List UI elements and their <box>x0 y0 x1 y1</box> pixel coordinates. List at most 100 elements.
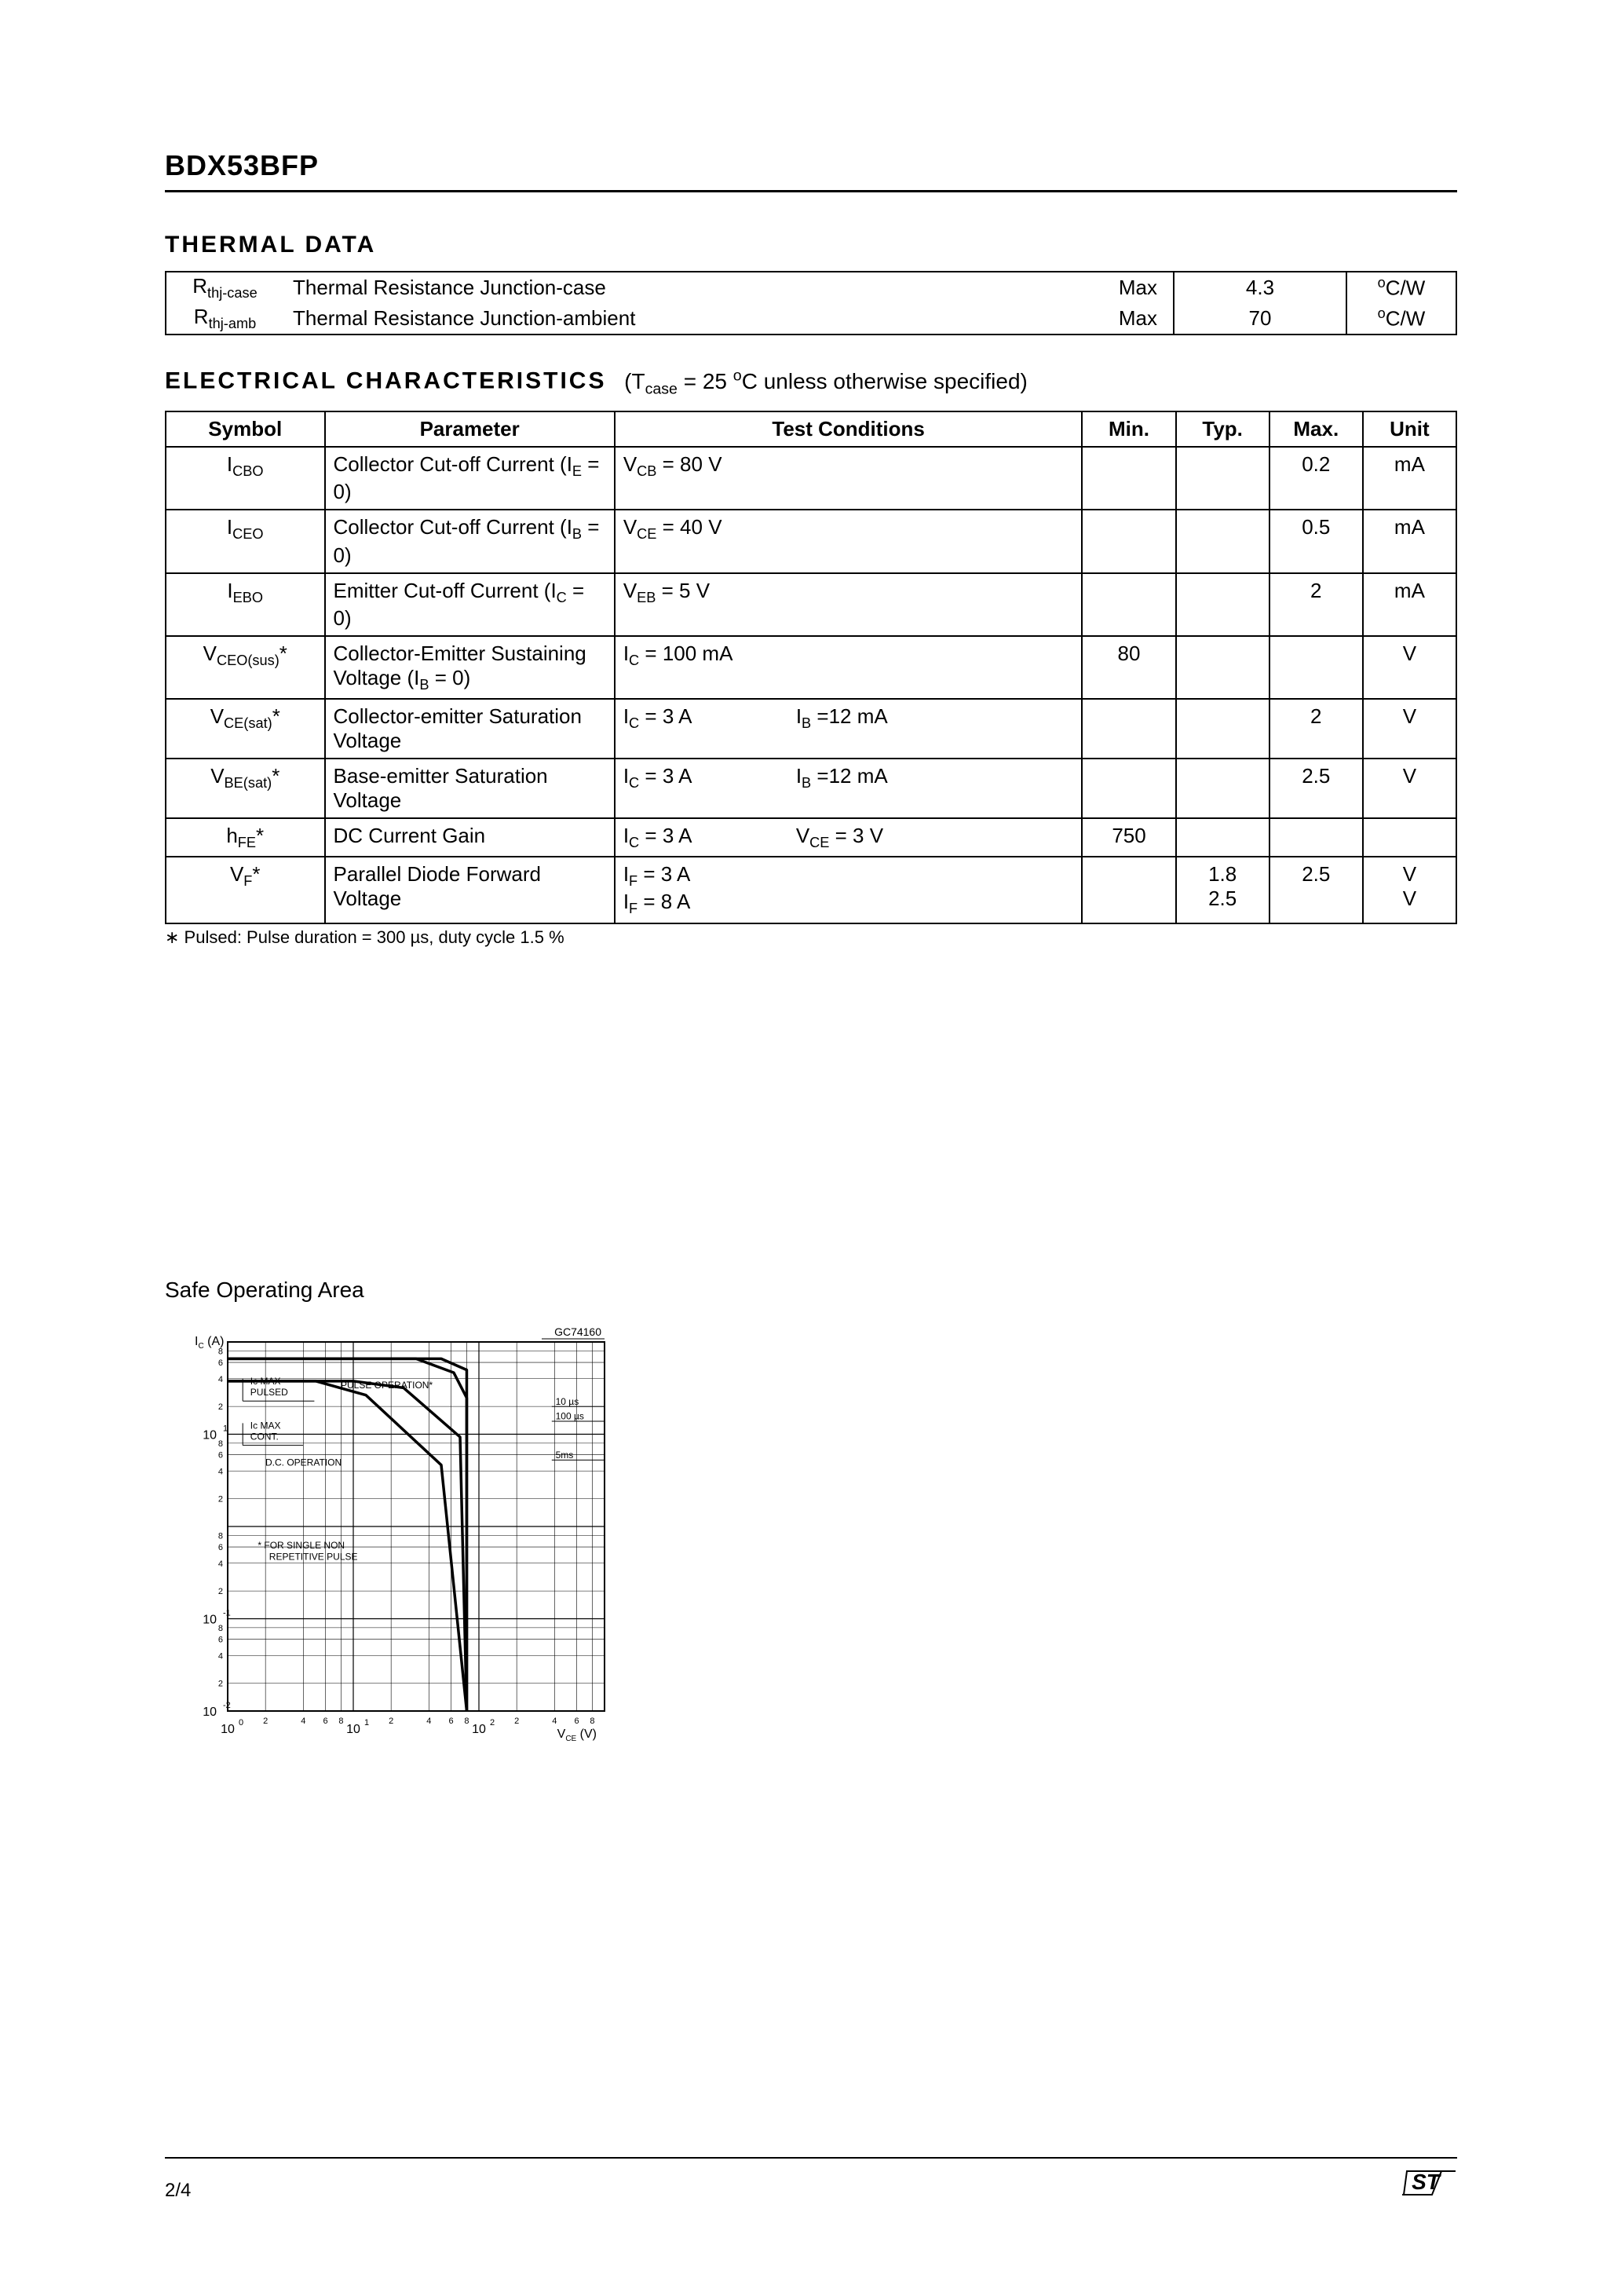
ec-symbol: VCEO(sus)* <box>166 636 325 699</box>
page-number: 2/4 <box>165 2180 191 2202</box>
ec-symbol: VF* <box>166 857 325 923</box>
svg-text:* FOR SINGLE NON: * FOR SINGLE NON <box>258 1540 345 1551</box>
ec-typ <box>1176 818 1269 857</box>
svg-text:PULSE OPERATION*: PULSE OPERATION* <box>341 1379 433 1390</box>
ec-testcond: IC = 3 AIB =12 mA <box>615 699 1083 759</box>
ec-symbol: IEBO <box>166 573 325 636</box>
svg-text:8: 8 <box>338 1717 343 1726</box>
svg-text:8: 8 <box>590 1717 594 1726</box>
svg-text:Ic MAX: Ic MAX <box>250 1376 281 1387</box>
page-footer: 2/4 ST <box>165 2157 1457 2202</box>
ec-min <box>1082 759 1175 818</box>
svg-text:-2: -2 <box>223 1701 231 1710</box>
svg-text:1: 1 <box>223 1424 228 1433</box>
ec-max <box>1269 818 1363 857</box>
ec-unit: VV <box>1363 857 1456 923</box>
svg-text:8: 8 <box>218 1347 223 1356</box>
svg-text:10: 10 <box>346 1723 360 1736</box>
thermal-table: Rthj-caseThermal Resistance Junction-cas… <box>165 271 1457 335</box>
ec-max: 0.2 <box>1269 447 1363 510</box>
electrical-table: SymbolParameterTest ConditionsMin.Typ.Ma… <box>165 411 1457 923</box>
svg-text:6: 6 <box>218 1635 223 1644</box>
ec-typ <box>1176 573 1269 636</box>
title-rule <box>165 190 1457 192</box>
thermal-unit: oC/W <box>1346 303 1456 335</box>
chart-title: Safe Operating Area <box>165 1278 1457 1303</box>
ec-param: DC Current Gain <box>325 818 615 857</box>
thermal-desc: Thermal Resistance Junction-case <box>283 272 1039 303</box>
ec-testcond: VEB = 5 V <box>615 573 1083 636</box>
thermal-symbol: Rthj-case <box>166 272 283 303</box>
svg-text:10: 10 <box>203 1428 217 1442</box>
ec-unit: V <box>1363 759 1456 818</box>
svg-text:6: 6 <box>218 1450 223 1460</box>
ec-symbol: hFE* <box>166 818 325 857</box>
svg-text:4: 4 <box>218 1467 223 1476</box>
svg-text:Ic MAX: Ic MAX <box>250 1420 281 1431</box>
svg-text:10: 10 <box>203 1613 217 1626</box>
ec-testcond: IC = 3 AVCE = 3 V <box>615 818 1083 857</box>
svg-text:2: 2 <box>514 1717 519 1726</box>
ec-symbol: ICEO <box>166 510 325 572</box>
svg-text:10: 10 <box>472 1723 486 1736</box>
electrical-title: ELECTRICAL CHARACTERISTICS (Tcase = 25 o… <box>165 367 1457 398</box>
ec-min: 750 <box>1082 818 1175 857</box>
ec-min <box>1082 699 1175 759</box>
svg-text:10 µs: 10 µs <box>556 1396 579 1407</box>
ec-testcond: VCE = 40 V <box>615 510 1083 572</box>
svg-text:0: 0 <box>239 1718 243 1727</box>
ec-testcond: IC = 3 AIB =12 mA <box>615 759 1083 818</box>
ec-max: 2 <box>1269 699 1363 759</box>
ec-min <box>1082 573 1175 636</box>
ec-min: 80 <box>1082 636 1175 699</box>
svg-text:8: 8 <box>218 1531 223 1541</box>
ec-max: 2 <box>1269 573 1363 636</box>
svg-text:2: 2 <box>218 1402 223 1412</box>
ec-typ <box>1176 510 1269 572</box>
svg-text:2: 2 <box>263 1717 268 1726</box>
svg-text:VCE (V): VCE (V) <box>557 1727 597 1743</box>
svg-text:4: 4 <box>218 1374 223 1384</box>
electrical-footnote: ∗ Pulsed: Pulse duration = 300 µs, duty … <box>165 927 1457 948</box>
svg-text:6: 6 <box>218 1358 223 1368</box>
svg-text:6: 6 <box>448 1717 453 1726</box>
svg-text:D.C. OPERATION: D.C. OPERATION <box>265 1457 342 1468</box>
ec-typ <box>1176 447 1269 510</box>
svg-text:4: 4 <box>552 1717 557 1726</box>
svg-text:8: 8 <box>218 1623 223 1632</box>
column-header: Symbol <box>166 411 325 447</box>
svg-text:PULSED: PULSED <box>250 1387 288 1398</box>
ec-max: 0.5 <box>1269 510 1363 572</box>
ec-unit <box>1363 818 1456 857</box>
svg-text:REPETITIVE PULSE: REPETITIVE PULSE <box>269 1551 358 1562</box>
svg-text:6: 6 <box>323 1717 327 1726</box>
svg-text:4: 4 <box>426 1717 431 1726</box>
ec-testcond: VCB = 80 V <box>615 447 1083 510</box>
thermal-unit: oC/W <box>1346 272 1456 303</box>
svg-text:2: 2 <box>218 1679 223 1688</box>
svg-text:2: 2 <box>218 1587 223 1596</box>
ec-symbol: VBE(sat)* <box>166 759 325 818</box>
svg-text:4: 4 <box>218 1559 223 1568</box>
thermal-desc: Thermal Resistance Junction-ambient <box>283 303 1039 335</box>
ec-min <box>1082 857 1175 923</box>
column-header: Typ. <box>1176 411 1269 447</box>
ec-max <box>1269 636 1363 699</box>
ec-unit: mA <box>1363 447 1456 510</box>
svg-text:6: 6 <box>574 1717 579 1726</box>
column-header: Parameter <box>325 411 615 447</box>
ec-param: Collector-Emitter Sustaining Voltage (IB… <box>325 636 615 699</box>
thermal-label: Max <box>1039 303 1174 335</box>
column-header: Min. <box>1082 411 1175 447</box>
ec-max: 2.5 <box>1269 759 1363 818</box>
svg-text:ST: ST <box>1412 2170 1442 2194</box>
svg-text:5ms: 5ms <box>556 1450 574 1461</box>
ec-param: Base-emitter Saturation Voltage <box>325 759 615 818</box>
soa-chart: GC74160100101102246824682468VCE (V)10-21… <box>165 1318 620 1758</box>
svg-text:4: 4 <box>301 1717 305 1726</box>
thermal-value: 4.3 <box>1174 272 1346 303</box>
ec-typ <box>1176 759 1269 818</box>
thermal-symbol: Rthj-amb <box>166 303 283 335</box>
ec-param: Collector Cut-off Current (IE = 0) <box>325 447 615 510</box>
ec-param: Collector-emitter Saturation Voltage <box>325 699 615 759</box>
